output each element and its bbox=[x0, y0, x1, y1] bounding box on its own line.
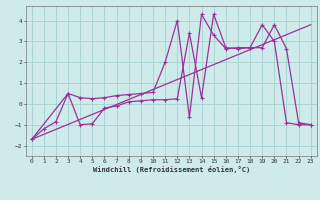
X-axis label: Windchill (Refroidissement éolien,°C): Windchill (Refroidissement éolien,°C) bbox=[92, 166, 250, 173]
